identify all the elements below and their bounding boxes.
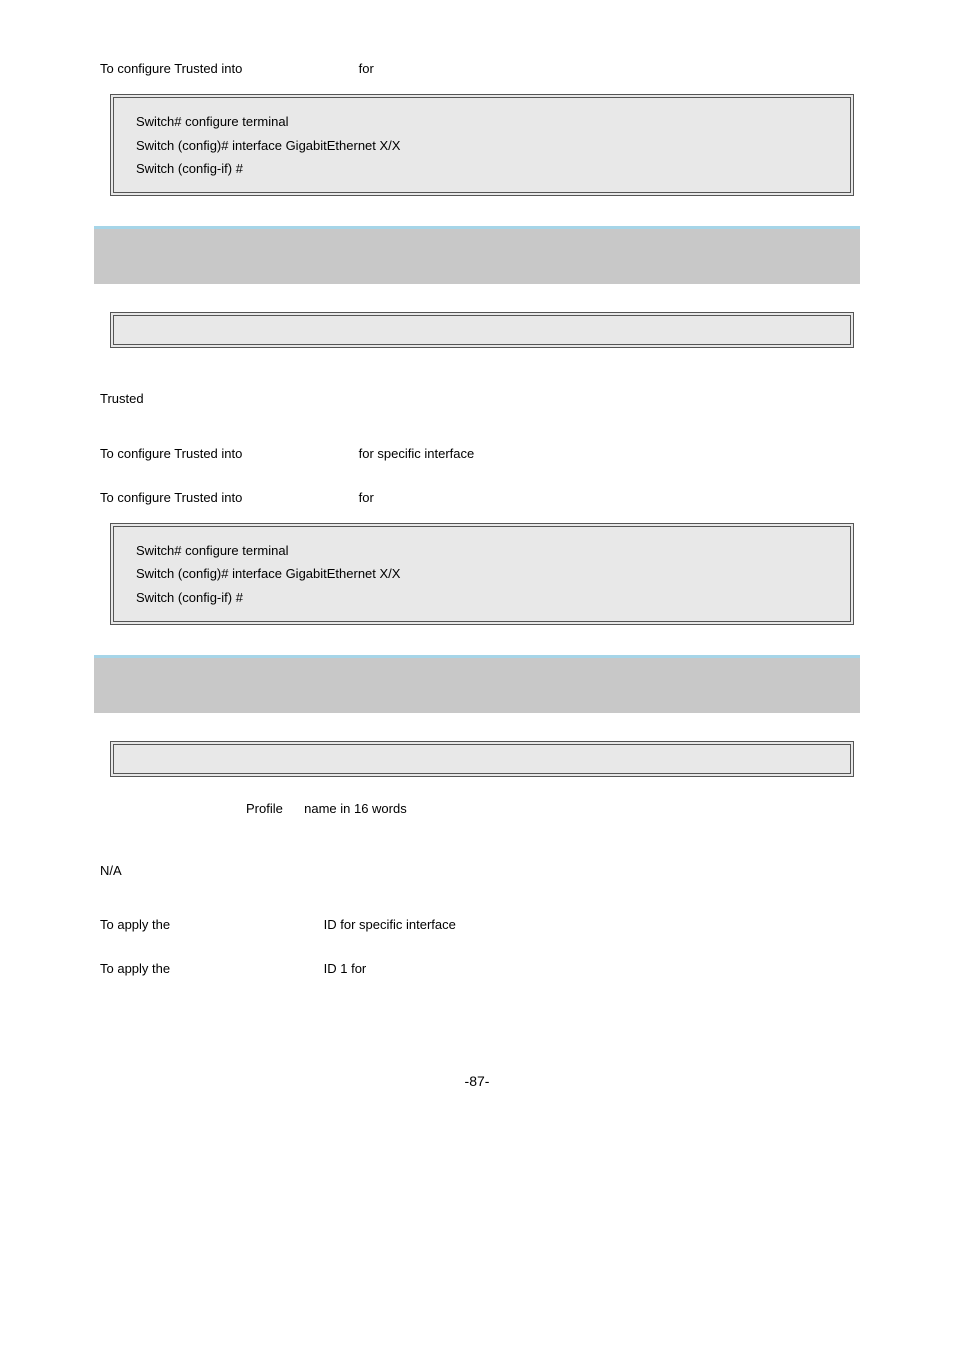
section-header xyxy=(94,226,860,284)
syntax-block xyxy=(110,741,854,777)
s3-usage-left: To apply the xyxy=(100,916,320,934)
code-block-1: Switch# configure terminal Switch (confi… xyxy=(110,94,854,196)
default-value-3: N/A xyxy=(100,862,854,880)
code-line: Switch (config-if) # xyxy=(136,586,828,609)
page-number: -87- xyxy=(100,1073,854,1089)
s2-example-right: for xyxy=(359,490,374,505)
s2-example-left: To configure Trusted into xyxy=(100,489,355,507)
s3-usage-right: ID for specific interface xyxy=(324,917,456,932)
profile-desc: name in 16 words xyxy=(304,801,407,816)
code-line: Switch# configure terminal xyxy=(136,110,828,133)
s2-usage-right: for specific interface xyxy=(359,446,475,461)
profile-label: Profile xyxy=(246,801,283,816)
code-line: Switch (config)# interface GigabitEthern… xyxy=(136,562,828,585)
s2-usage-left: To configure Trusted into xyxy=(100,445,355,463)
s1-line-left: To configure Trusted into xyxy=(100,60,355,78)
default-value-2: Trusted xyxy=(100,390,854,408)
syntax-block xyxy=(110,312,854,348)
s3-example-left: To apply the xyxy=(100,960,320,978)
code-line: Switch# configure terminal xyxy=(136,539,828,562)
s1-line-right: for xyxy=(359,61,374,76)
code-block-2: Switch# configure terminal Switch (confi… xyxy=(110,523,854,625)
code-line: Switch (config-if) # xyxy=(136,157,828,180)
section-header xyxy=(94,655,860,713)
code-line: Switch (config)# interface GigabitEthern… xyxy=(136,134,828,157)
s3-example-right: ID 1 for xyxy=(324,961,367,976)
